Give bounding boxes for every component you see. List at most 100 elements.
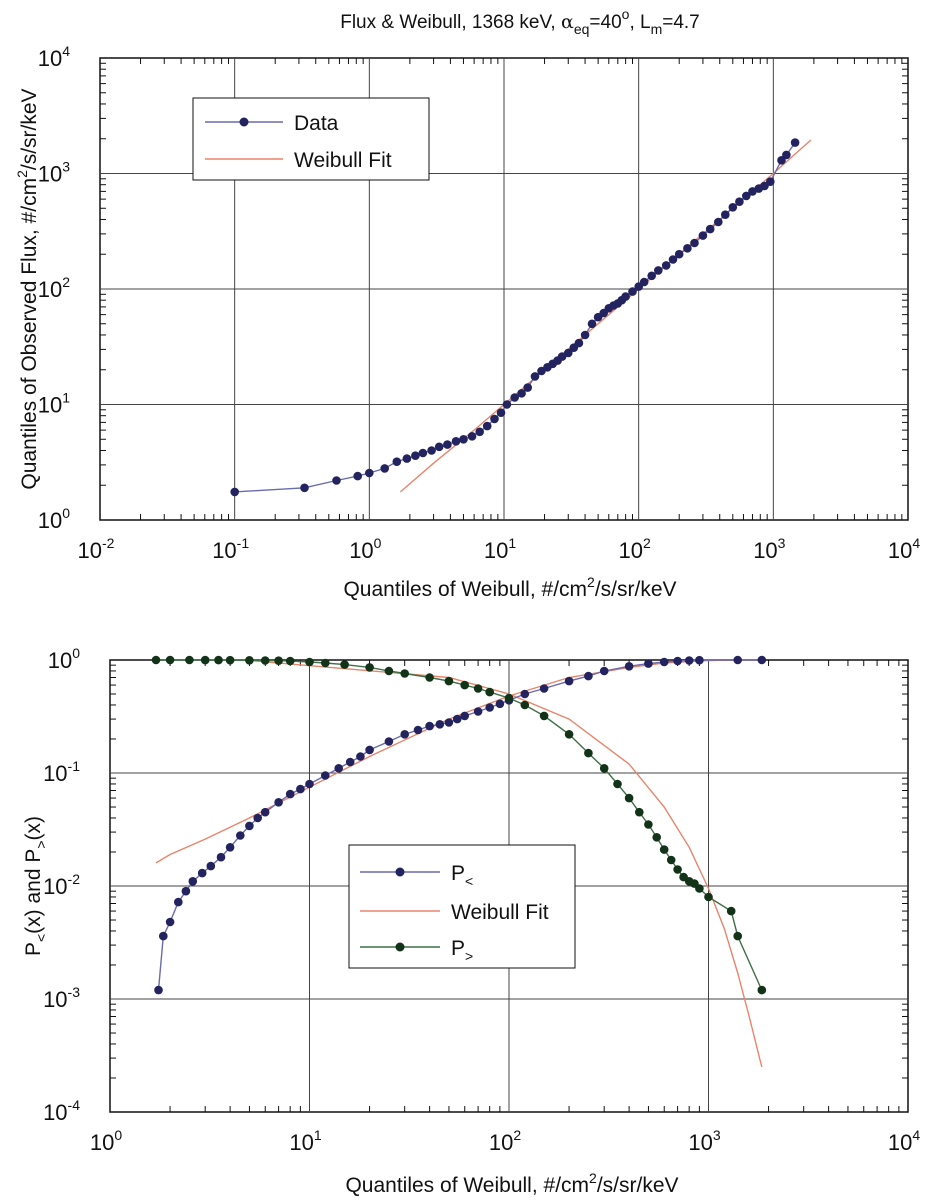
- data-point: [418, 448, 428, 458]
- p-point: [225, 843, 235, 852]
- chart1: 10-2 10-1 100 101 102 103 104 100101102103104 …: [14, 43, 920, 601]
- p-point: [260, 656, 270, 665]
- data-point: [300, 483, 309, 493]
- p-point: [666, 855, 676, 865]
- chart1-y-ticks: 100 101 102 103 104: [38, 43, 70, 533]
- p-point: [659, 657, 669, 667]
- legend-pgreater-label: P>: [451, 937, 473, 964]
- legend-pless-label: P<: [451, 862, 473, 889]
- p-point: [181, 886, 191, 896]
- p-point: [400, 730, 410, 739]
- p-point: [652, 833, 661, 842]
- p-point: [695, 655, 704, 665]
- data-point: [517, 389, 526, 398]
- data-point: [674, 249, 684, 259]
- chart1-legend-box: [192, 97, 430, 181]
- data-point: [402, 454, 412, 463]
- data-point: [587, 319, 597, 329]
- p-point: [444, 718, 454, 727]
- chart1-y-label: Quantiles of Observed Flux, #/cm2/s/sr/k…: [14, 88, 41, 489]
- p-point: [214, 655, 223, 665]
- chart2-y-ticks: 10-4 10-3 10-2 10-1 100: [43, 645, 80, 1125]
- data-point: [580, 330, 590, 340]
- x-tick-label: 104: [888, 1127, 920, 1155]
- p-point: [400, 669, 410, 678]
- p-point: [704, 892, 713, 902]
- p-point: [584, 671, 593, 681]
- data-point: [475, 427, 485, 437]
- p-point: [188, 877, 198, 886]
- data-point: [496, 408, 506, 418]
- p-point: [425, 673, 434, 682]
- p-point: [200, 655, 210, 665]
- p-point: [644, 820, 653, 829]
- p-point: [599, 764, 609, 773]
- p-point: [539, 711, 549, 721]
- p-point: [733, 655, 742, 665]
- p-point: [460, 711, 470, 721]
- y-tick-label: 103: [38, 159, 70, 187]
- data-point: [647, 271, 656, 281]
- p-point: [624, 793, 634, 803]
- data-point: [628, 287, 637, 296]
- data-point: [490, 414, 499, 424]
- legend-weibull-label: Weibull Fit: [294, 149, 392, 172]
- p-point: [733, 931, 742, 941]
- p-point: [757, 655, 767, 665]
- y-tick-label: 104: [38, 43, 70, 71]
- p-point: [444, 676, 454, 686]
- chart2: 100 101 102 103 104 10-4 10-3 10-2 10-1 100 Quan…: [22, 645, 920, 1197]
- data-point: [721, 210, 730, 219]
- p-point: [684, 656, 694, 665]
- x-tick-label: 103: [753, 535, 785, 563]
- data-point: [482, 421, 492, 431]
- data-point: [332, 476, 341, 485]
- y-tick-label: 10-3: [43, 984, 80, 1012]
- data-point: [380, 464, 390, 473]
- p-point: [599, 666, 609, 676]
- legend-data-label: Data: [294, 112, 339, 135]
- data-point: [530, 372, 540, 381]
- data-point: [661, 261, 671, 270]
- p-point: [452, 714, 462, 724]
- y-tick-label: 10-4: [43, 1097, 80, 1125]
- data-point: [668, 255, 678, 264]
- data-point: [621, 292, 630, 301]
- data-point: [434, 442, 444, 452]
- data-point: [411, 451, 420, 461]
- p-point: [159, 931, 168, 941]
- data-point: [459, 435, 468, 444]
- data-point: [392, 457, 402, 467]
- chart2-x-label: Quantiles of Weibull, #/cm2/s/sr/keV: [345, 1170, 678, 1197]
- p-point: [321, 658, 330, 668]
- data-point: [574, 338, 584, 348]
- p-point: [305, 657, 314, 667]
- chart1-x-ticks: 10-2 10-1 100 101 102 103 104: [78, 535, 921, 563]
- data-point: [654, 266, 663, 275]
- y-tick-label: 100: [48, 645, 80, 673]
- p-point: [485, 687, 495, 697]
- p-point: [216, 852, 226, 862]
- x-tick-label: 101: [289, 1127, 321, 1155]
- y-tick-label: 100: [38, 505, 70, 533]
- p-point: [165, 655, 175, 665]
- data-point: [443, 440, 452, 449]
- data-point: [683, 244, 692, 253]
- p-point: [695, 884, 704, 893]
- p-point: [274, 798, 283, 807]
- p-point: [659, 845, 669, 854]
- p-point: [274, 656, 283, 665]
- p-point: [285, 789, 295, 799]
- p-point: [225, 655, 235, 665]
- data-point: [735, 197, 744, 206]
- data-point: [782, 150, 791, 160]
- p-point: [154, 985, 163, 995]
- p-point: [644, 659, 653, 668]
- legend-pgreater-marker: [395, 942, 405, 952]
- chart1-series: [230, 138, 812, 497]
- p-point: [673, 656, 682, 666]
- data-point: [705, 224, 715, 234]
- p-point: [584, 748, 593, 758]
- x-tick-label: 101: [484, 535, 516, 563]
